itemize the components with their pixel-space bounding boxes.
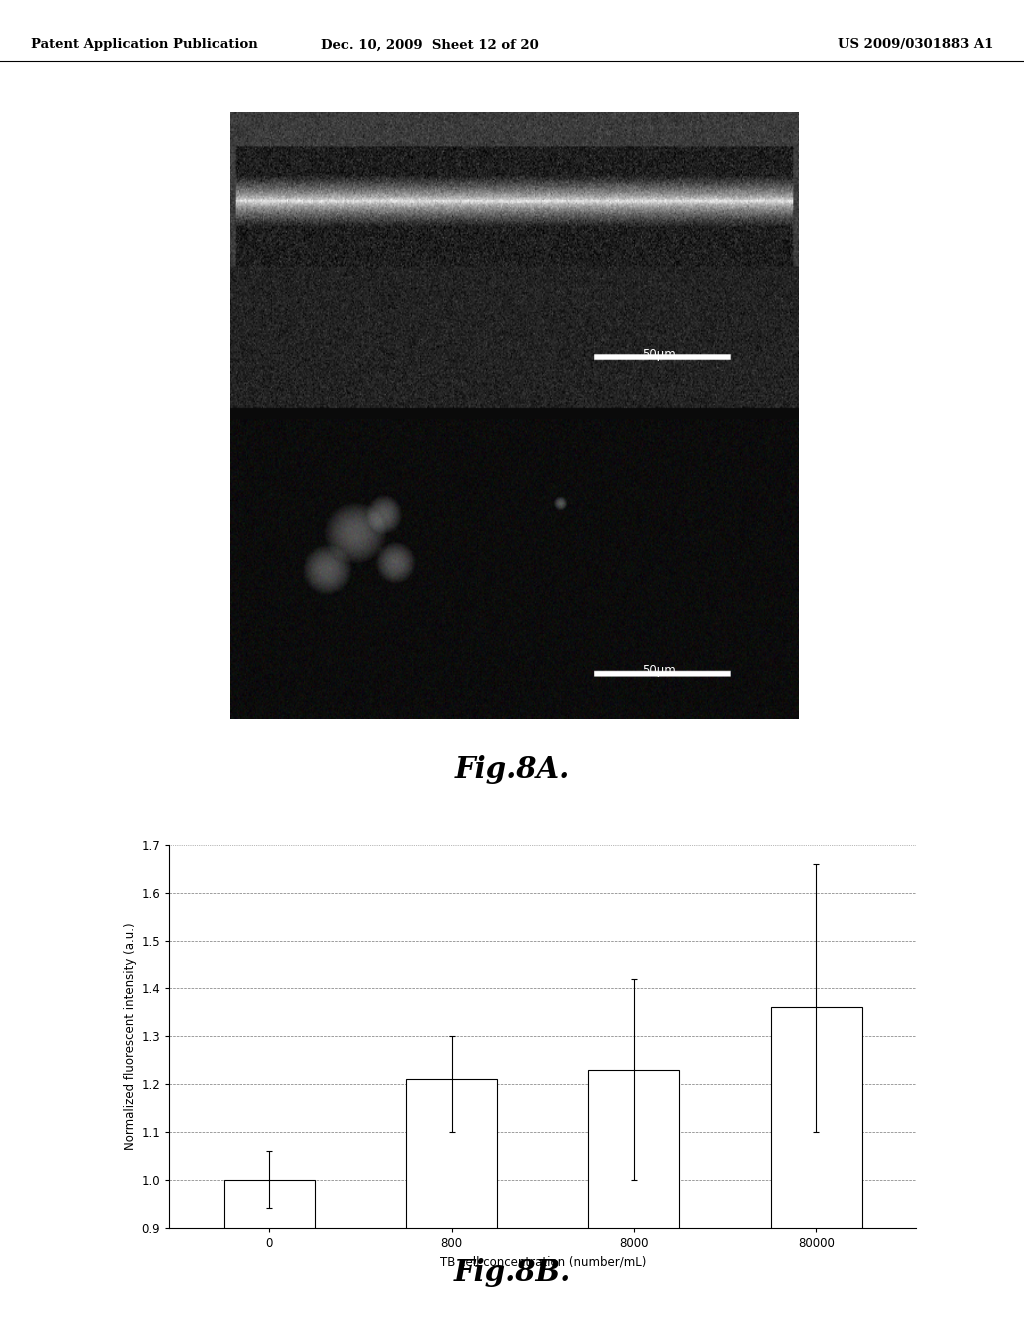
- Text: Patent Application Publication: Patent Application Publication: [31, 38, 257, 51]
- Text: 50μm: 50μm: [643, 664, 677, 677]
- Bar: [589, 1069, 680, 1320]
- Bar: [223, 1180, 314, 1320]
- Text: Fig.8B.: Fig.8B.: [454, 1258, 570, 1287]
- Text: Fig.8A.: Fig.8A.: [455, 755, 569, 784]
- Bar: [406, 1080, 497, 1320]
- Text: US 2009/0301883 A1: US 2009/0301883 A1: [838, 38, 993, 51]
- Text: 50μm: 50μm: [643, 347, 677, 360]
- Y-axis label: Normalized fluorescent intensity (a.u.): Normalized fluorescent intensity (a.u.): [124, 923, 137, 1150]
- Text: Dec. 10, 2009  Sheet 12 of 20: Dec. 10, 2009 Sheet 12 of 20: [322, 38, 539, 51]
- Bar: [771, 1007, 862, 1320]
- X-axis label: TB cell concentration (number/mL): TB cell concentration (number/mL): [439, 1255, 646, 1269]
